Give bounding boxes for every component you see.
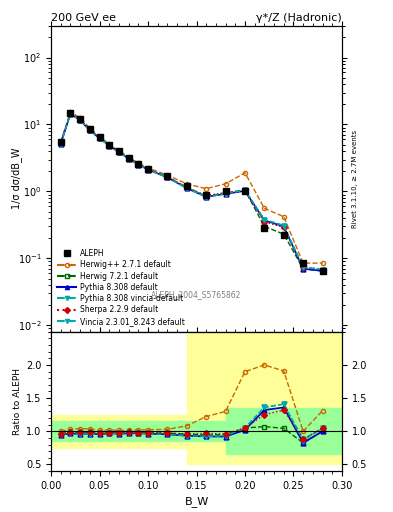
X-axis label: B_W: B_W	[184, 496, 209, 507]
Bar	[51, 415, 187, 448]
Bar	[264, 332, 342, 464]
Legend: ALEPH, Herwig++ 2.7.1 default, Herwig 7.2.1 default, Pythia 8.308 default, Pythi: ALEPH, Herwig++ 2.7.1 default, Herwig 7.…	[55, 247, 187, 328]
Bar	[264, 408, 342, 455]
Text: γ*/Z (Hadronic): γ*/Z (Hadronic)	[256, 13, 342, 24]
Text: 200 GeV ee: 200 GeV ee	[51, 13, 116, 24]
Y-axis label: Ratio to ALEPH: Ratio to ALEPH	[13, 368, 22, 435]
Bar	[187, 332, 226, 464]
Bar	[226, 332, 264, 464]
Y-axis label: Rivet 3.1.10, ≥ 2.7M events: Rivet 3.1.10, ≥ 2.7M events	[352, 130, 358, 228]
Bar	[226, 408, 264, 455]
Bar	[51, 421, 226, 441]
Text: ALEPH_2004_S5765862: ALEPH_2004_S5765862	[151, 291, 242, 300]
Y-axis label: 1/σ dσ/dB_W: 1/σ dσ/dB_W	[11, 148, 22, 209]
